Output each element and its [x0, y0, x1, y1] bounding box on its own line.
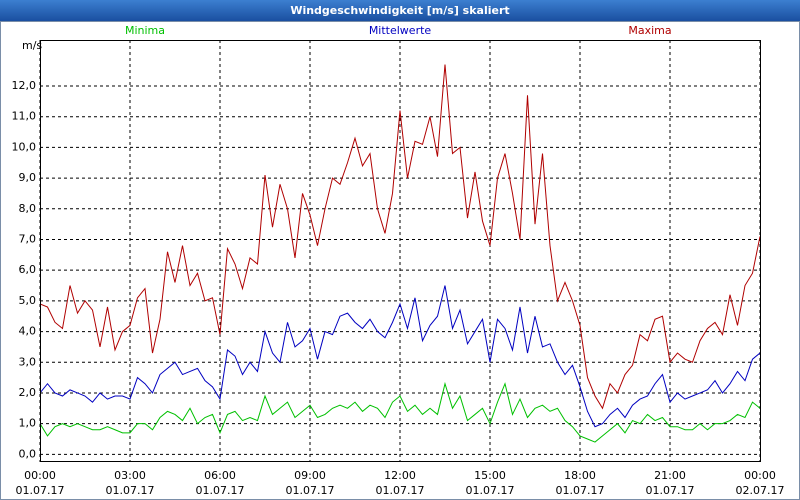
- y-tick-label: 10,0: [12, 140, 37, 153]
- x-tick-label: 12:00: [384, 469, 416, 482]
- x-tick-date: 01.07.17: [106, 484, 155, 497]
- y-tick-label: 1,0: [19, 417, 37, 430]
- x-tick-label: 15:00: [474, 469, 506, 482]
- x-tick-date: 02.07.17: [736, 484, 785, 497]
- x-tick-date: 01.07.17: [16, 484, 65, 497]
- x-tick-date: 01.07.17: [376, 484, 425, 497]
- x-tick-label: 09:00: [294, 469, 326, 482]
- series-line: [39, 64, 761, 410]
- y-tick-label: 3,0: [19, 355, 37, 368]
- y-tick-label: 6,0: [19, 263, 37, 276]
- legend-label: Minima: [125, 24, 165, 37]
- y-tick-label: 2,0: [19, 386, 37, 399]
- y-tick-label: 12,0: [12, 79, 37, 92]
- title-bar: [0, 0, 800, 21]
- x-tick-date: 01.07.17: [556, 484, 605, 497]
- y-tick-label: 0,0: [19, 447, 37, 460]
- y-tick-label: 4,0: [19, 325, 37, 338]
- legend-label: Mittelwerte: [369, 24, 432, 37]
- series-line: [39, 285, 761, 428]
- y-tick-label: 9,0: [19, 171, 37, 184]
- x-tick-date: 01.07.17: [196, 484, 245, 497]
- plot-frame: [40, 40, 761, 462]
- x-tick-label: 00:00: [744, 469, 776, 482]
- x-tick-label: 00:00: [24, 469, 56, 482]
- x-tick-date: 01.07.17: [646, 484, 695, 497]
- x-tick-label: 03:00: [114, 469, 146, 482]
- legend-label: Maxima: [628, 24, 671, 37]
- x-tick-label: 18:00: [564, 469, 596, 482]
- x-tick-date: 01.07.17: [286, 484, 335, 497]
- y-axis-label: m/s: [22, 39, 42, 52]
- y-tick-label: 11,0: [12, 110, 37, 123]
- x-tick-label: 06:00: [204, 469, 236, 482]
- chart-title: Windgeschwindigkeit [m/s] skaliert: [290, 4, 509, 17]
- x-tick-date: 01.07.17: [466, 484, 515, 497]
- series-line: [39, 381, 761, 443]
- y-tick-label: 8,0: [19, 202, 37, 215]
- x-tick-label: 21:00: [654, 469, 686, 482]
- y-tick-label: 7,0: [19, 232, 37, 245]
- y-tick-label: 5,0: [19, 294, 37, 307]
